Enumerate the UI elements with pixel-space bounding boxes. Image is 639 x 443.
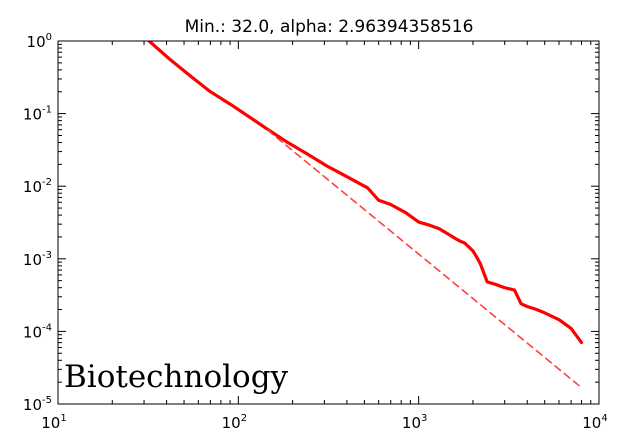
fit-line-dashed — [266, 129, 583, 389]
y-tick-label: 10-3 — [23, 250, 52, 269]
axes-frame — [57, 40, 600, 405]
x-tick-label: 102 — [222, 413, 247, 432]
y-tick-label: 10-4 — [23, 322, 52, 341]
y-tick-label: 10-2 — [23, 177, 52, 196]
x-tick-label: 103 — [402, 413, 427, 432]
x-tick-label: 101 — [41, 413, 66, 432]
x-axis: 101 102 103 104 — [41, 41, 608, 432]
y-tick-label: 10-5 — [23, 395, 52, 414]
chart-annotation: Biotechnology — [64, 359, 289, 395]
x-tick-label: 104 — [582, 413, 607, 432]
y-tick-label: 10-1 — [23, 105, 52, 124]
plot-area — [147, 41, 584, 389]
data-line-solid — [147, 41, 584, 345]
y-tick-label: 100 — [27, 32, 52, 51]
chart-title: Min.: 32.0, alpha: 2.96394358516 — [185, 17, 474, 37]
y-axis: 100 10-1 10-2 10-3 10-4 10-5 — [23, 32, 599, 414]
